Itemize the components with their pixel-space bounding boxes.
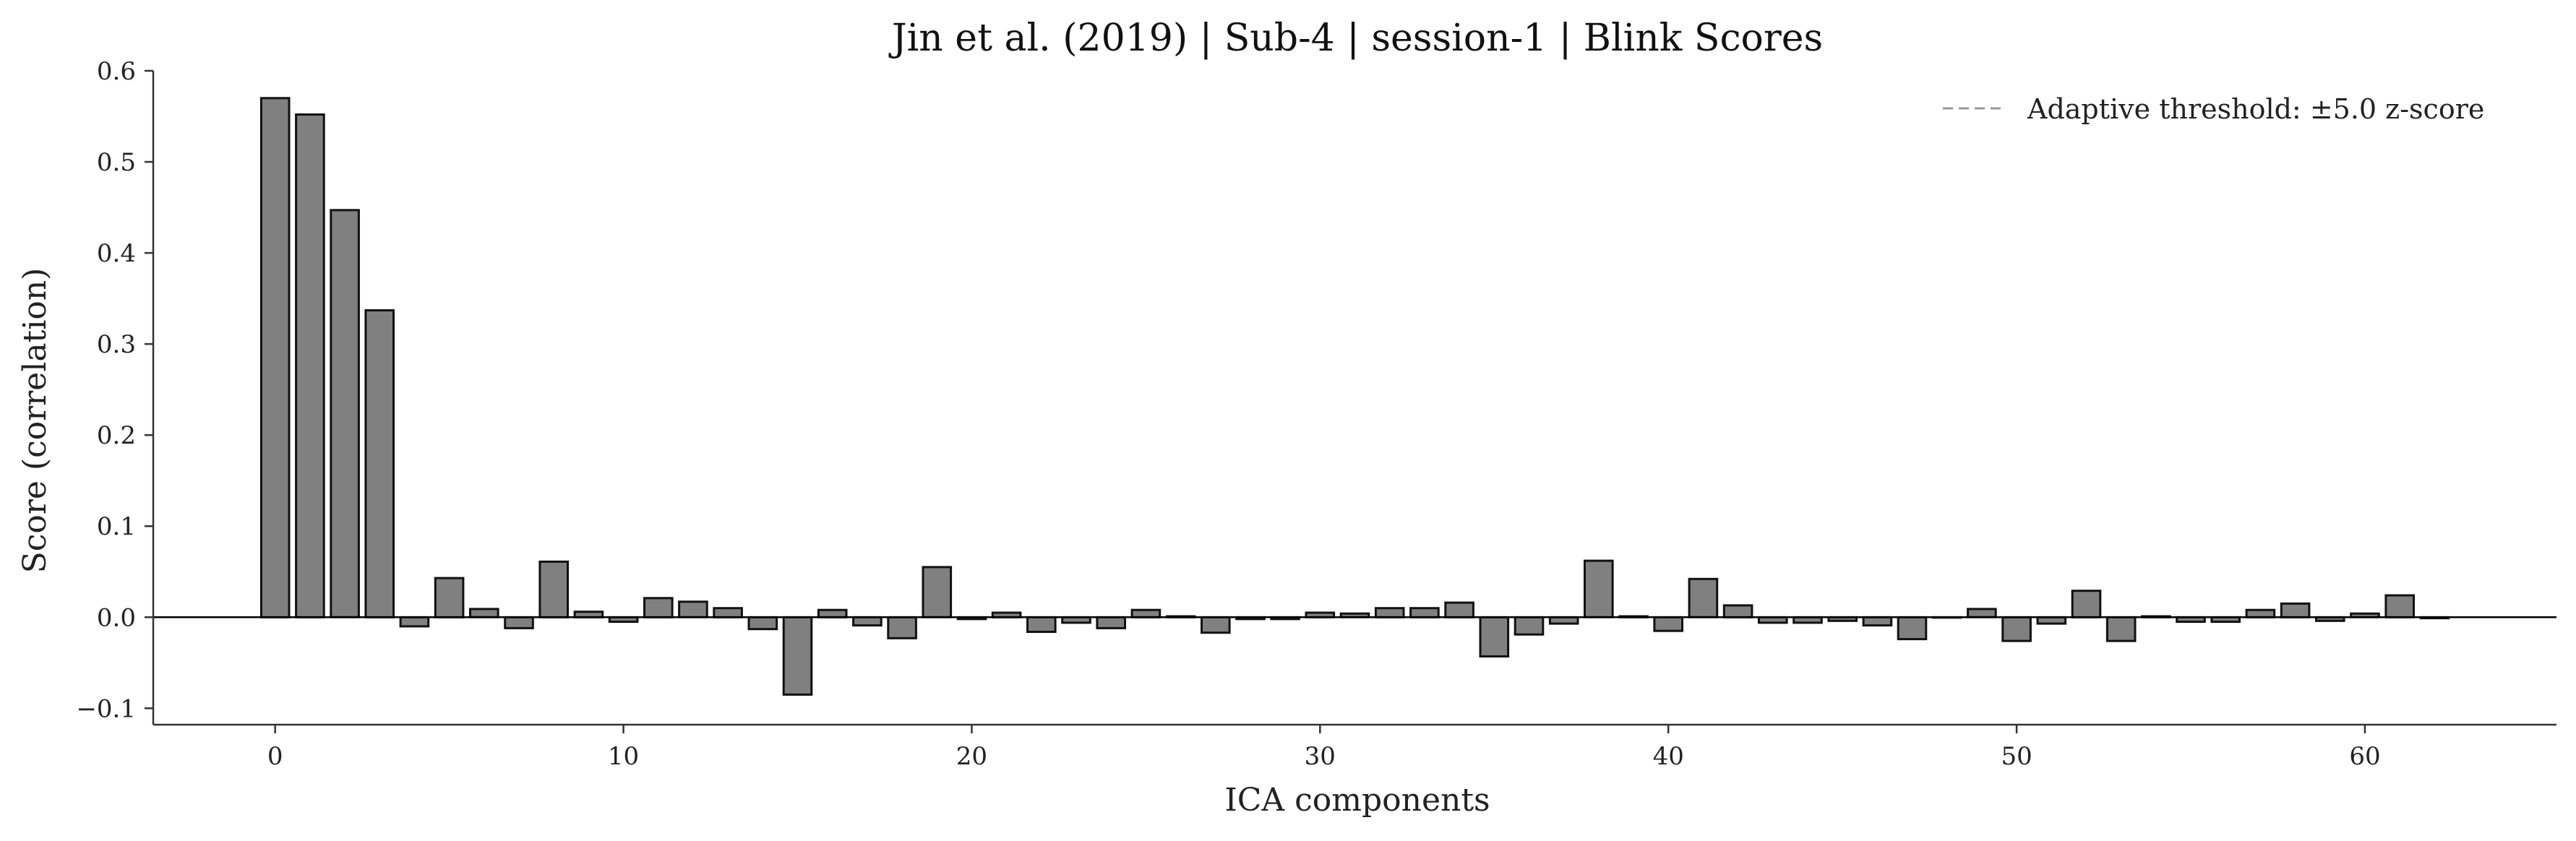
y-tick-label: 0.6 — [97, 57, 136, 86]
bar-component-1 — [295, 113, 325, 618]
bar-component-15 — [782, 616, 813, 696]
bar-component-7 — [504, 616, 534, 629]
bar-component-61 — [2384, 594, 2415, 618]
axes-group — [152, 71, 2556, 726]
x-tick-label: 60 — [2349, 742, 2380, 771]
x-tick-label: 0 — [267, 742, 283, 771]
bar-component-50 — [2001, 616, 2032, 642]
bar-component-3 — [364, 309, 395, 618]
bar-component-37 — [1548, 616, 1579, 625]
bar-component-22 — [1026, 616, 1057, 633]
bar-component-11 — [643, 597, 674, 618]
bar-component-14 — [747, 616, 778, 631]
bar-component-46 — [1862, 616, 1893, 627]
y-axis-label: Score (correlation) — [17, 268, 53, 574]
legend: Adaptive threshold: ±5.0 z-score — [1943, 93, 2484, 125]
x-ticks-group: 0 10 20 30 40 50 60 — [267, 725, 2381, 771]
bar-component-52 — [2071, 590, 2102, 618]
bar-component-35 — [1479, 616, 1510, 657]
bar-component-19 — [922, 566, 953, 618]
bar-component-40 — [1653, 616, 1683, 632]
bar-component-12 — [678, 600, 708, 618]
chart-title: Jin et al. (2019) | Sub-4 | session-1 | … — [888, 17, 1823, 60]
y-ticks-group: −0.1 0.0 0.1 0.2 0.3 0.4 0.5 0.6 — [76, 57, 153, 723]
bar-component-24 — [1096, 616, 1127, 629]
x-tick-label: 10 — [608, 742, 639, 771]
bar-component-53 — [2105, 616, 2137, 642]
y-tick-label: 0.2 — [97, 421, 136, 450]
bar-component-4 — [399, 616, 430, 628]
bar-component-13 — [713, 607, 743, 618]
x-tick-label: 20 — [956, 742, 987, 771]
y-tick-label: 0.1 — [97, 512, 136, 541]
bar-component-0 — [259, 97, 291, 618]
bar-component-42 — [1722, 604, 1753, 618]
bar-component-58 — [2280, 602, 2311, 618]
x-axis-label: ICA components — [1224, 782, 1490, 819]
y-tick-label: 0.3 — [97, 330, 136, 359]
bar-component-17 — [852, 616, 883, 627]
y-tick-label: 0.4 — [97, 239, 136, 268]
bars-group — [259, 97, 2450, 696]
bar-component-5 — [434, 577, 465, 618]
bar-component-47 — [1897, 616, 1928, 641]
bar-component-38 — [1584, 559, 1614, 618]
bar-component-8 — [538, 560, 570, 618]
y-tick-label: 0.0 — [97, 603, 136, 632]
y-tick-label: 0.5 — [97, 148, 136, 177]
bar-component-57 — [2245, 608, 2276, 618]
bar-component-16 — [817, 608, 848, 618]
bar-component-27 — [1201, 616, 1231, 634]
y-tick-label: −0.1 — [76, 694, 136, 723]
bar-component-49 — [1967, 608, 1997, 618]
bar-component-36 — [1514, 616, 1545, 636]
bar-component-51 — [2036, 616, 2067, 625]
legend-threshold-label: Adaptive threshold: ±5.0 z-score — [2027, 93, 2484, 125]
x-tick-label: 30 — [1305, 742, 1336, 771]
bar-component-41 — [1688, 577, 1719, 618]
bar-component-34 — [1444, 601, 1474, 618]
bar-component-25 — [1130, 608, 1162, 618]
bar-component-33 — [1409, 607, 1440, 618]
bar-component-32 — [1374, 607, 1405, 618]
x-tick-label: 40 — [1653, 742, 1684, 771]
x-tick-label: 50 — [2001, 742, 2032, 771]
bar-component-2 — [330, 209, 360, 618]
bar-component-18 — [887, 616, 917, 639]
bar-component-6 — [469, 608, 499, 618]
